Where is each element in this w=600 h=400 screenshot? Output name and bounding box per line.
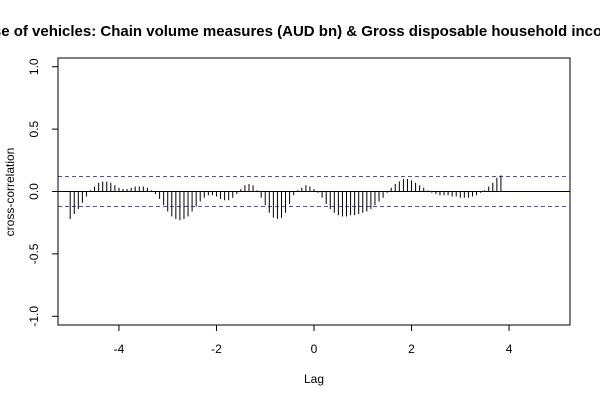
x-tick-label: -4 [114,342,125,356]
y-tick-label: 1.0 [27,58,41,75]
y-axis-label: cross-correlation [3,148,17,237]
confidence-band [58,176,570,207]
chart-title: ase of vehicles: Chain volume measures (… [0,23,600,40]
y-axis: -1.0 -0.5 0.0 0.5 1.0 [27,58,59,327]
y-tick-label: 0.0 [27,183,41,200]
x-tick-label: 2 [408,342,415,356]
x-axis: -4 -2 0 2 4 [114,324,513,356]
x-axis-label: Lag [304,372,324,386]
y-tick-label: -1.0 [27,306,41,327]
x-tick-label: 0 [311,342,318,356]
y-tick-label: 0.5 [27,120,41,137]
y-tick-label: -0.5 [27,243,41,264]
x-tick-label: -2 [211,342,222,356]
x-tick-label: 4 [506,342,513,356]
correlation-bars [69,175,502,221]
